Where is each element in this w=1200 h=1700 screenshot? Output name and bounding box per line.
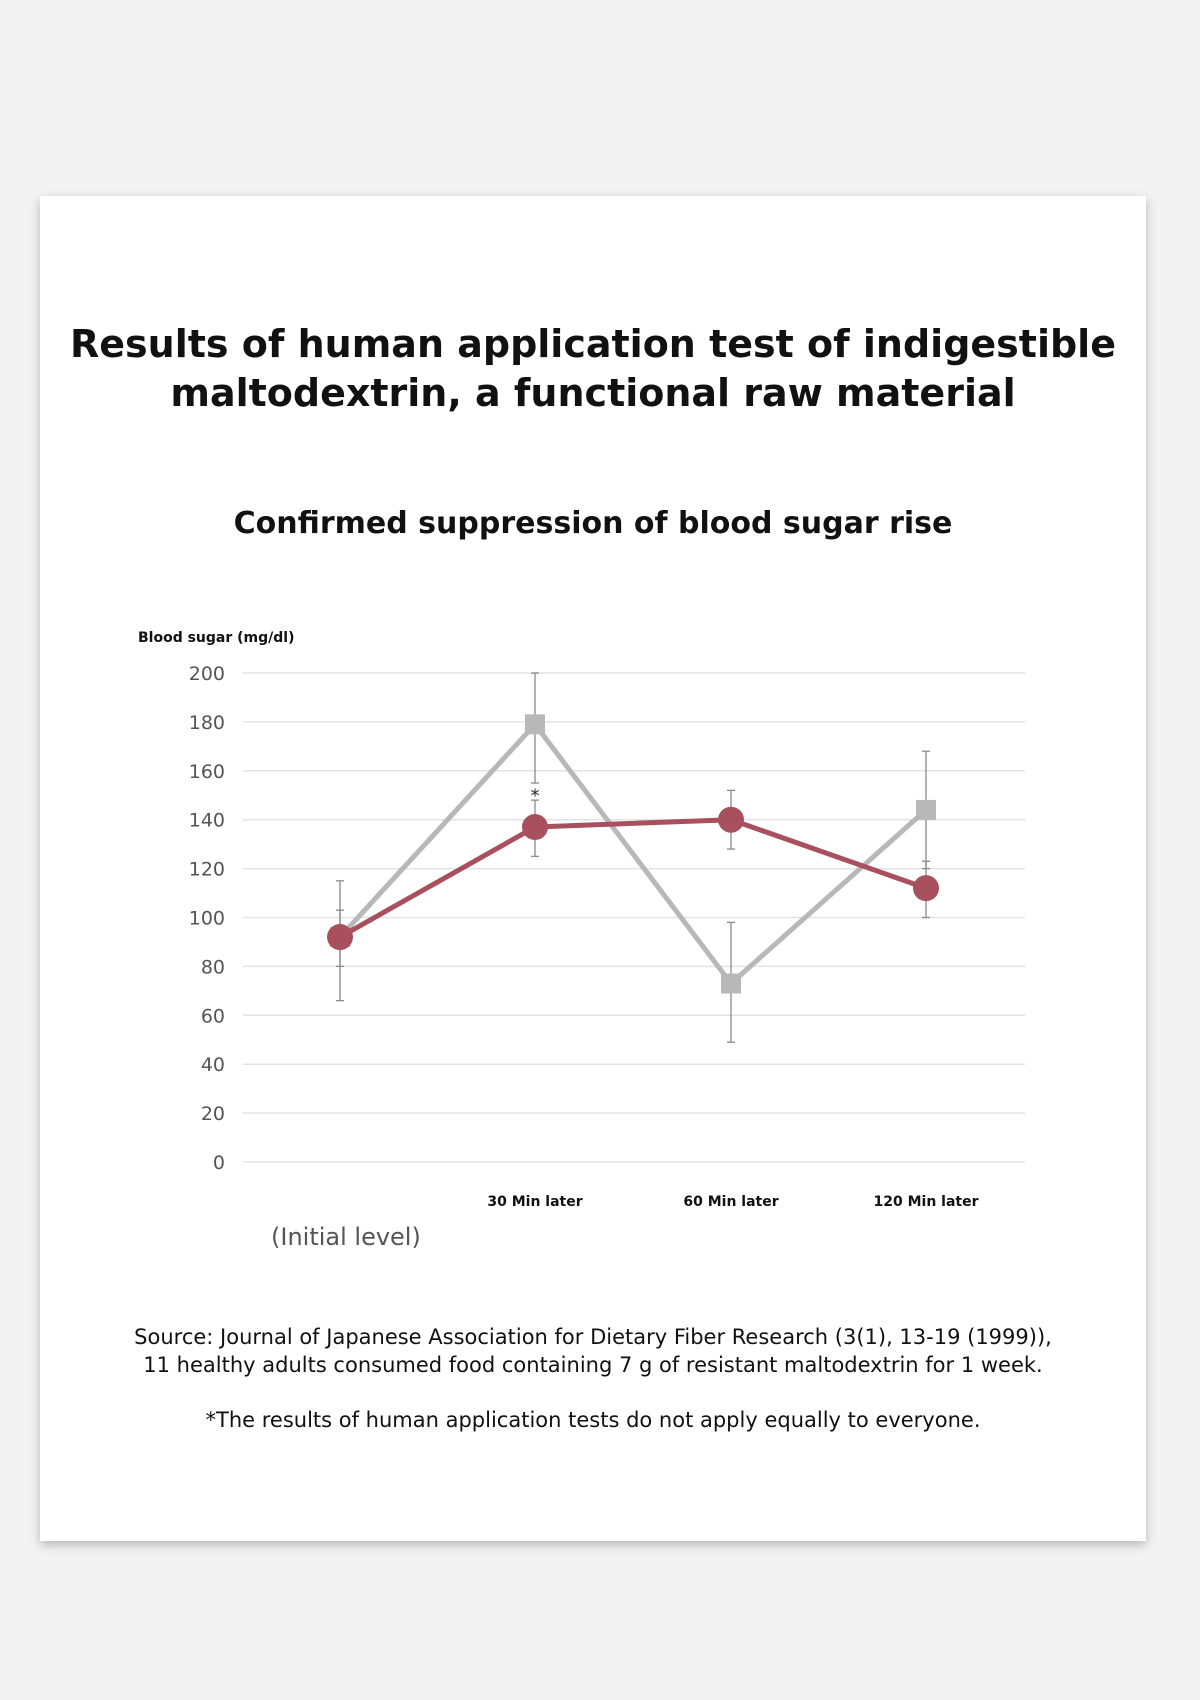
y-tick-label: 40: [201, 1054, 225, 1076]
test-point: [718, 806, 744, 833]
initial-level-label: (Initial level): [271, 1223, 421, 1251]
y-tick-label: 60: [201, 1005, 225, 1027]
test-point: [327, 924, 353, 951]
x-tick-label: 30 Min later: [487, 1194, 582, 1210]
y-tick-label: 20: [201, 1103, 225, 1125]
title-line-2: maltodextrin, a functional raw material: [170, 371, 1016, 415]
test-series-line: [338, 817, 927, 940]
chart-card: Results of human application test of ind…: [40, 196, 1146, 1541]
y-tick-label: 80: [201, 956, 225, 978]
significance-marker: *: [531, 785, 540, 806]
source-line-2: 11 healthy adults consumed food containi…: [143, 1353, 1043, 1377]
source-citation: Source: Journal of Japanese Association …: [40, 1323, 1146, 1379]
control-point: [916, 799, 936, 820]
source-line-1: Source: Journal of Japanese Association …: [134, 1325, 1052, 1349]
disclaimer-note: *The results of human application tests …: [205, 1408, 981, 1432]
y-tick-label: 200: [189, 663, 225, 685]
y-tick-label: 160: [189, 761, 225, 783]
y-tick-label: 140: [189, 810, 225, 832]
control-point: [721, 973, 741, 994]
control-series-line: [338, 720, 928, 988]
page-title: Results of human application test of ind…: [40, 320, 1146, 418]
chart-subtitle: Confirmed suppression of blood sugar ris…: [233, 506, 953, 541]
x-tick-label: 120 Min later: [873, 1194, 978, 1210]
y-tick-label: 180: [189, 712, 225, 734]
test-point: [913, 875, 939, 902]
x-tick-label: 60 Min later: [683, 1194, 778, 1210]
test-point: [522, 814, 548, 841]
title-line-1: Results of human application test of ind…: [70, 322, 1116, 366]
y-tick-label: 120: [189, 859, 225, 881]
y-axis-label: Blood sugar (mg/dl): [138, 630, 295, 646]
y-tick-label: 100: [189, 908, 225, 930]
control-point: [525, 714, 545, 735]
y-tick-label: 0: [213, 1152, 225, 1174]
